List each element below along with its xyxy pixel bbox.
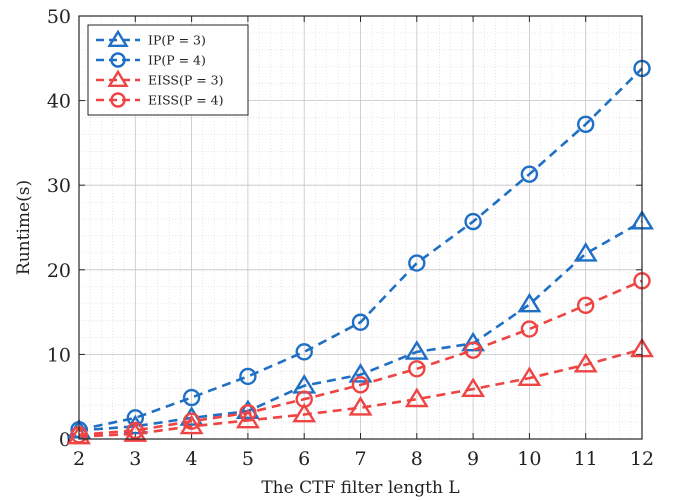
circle-marker (126, 421, 145, 440)
x-tick-label: 4 (186, 448, 198, 470)
triangle-marker (292, 402, 317, 423)
plot-frame (78, 15, 643, 440)
y-tick-label: 50 (47, 6, 71, 28)
legend-item: EISS(P = 3) (96, 69, 224, 88)
x-axis-label: The CTF filter length L (261, 478, 459, 498)
circle-marker (351, 313, 370, 331)
axis-ticks: 2 3 4 5 6 7 8 9 10 11 12 0 10 20 30 40 50 (47, 6, 654, 470)
circle-marker (520, 165, 539, 183)
triangle-marker (107, 29, 129, 48)
legend: IP(P = 3) IP(P = 4) EISS(P = 3) EISS(P = 4) (87, 24, 249, 116)
circle-marker (182, 388, 201, 407)
legend-item: IP(P = 3) (96, 29, 206, 48)
legend-label: EISS(P = 4) (148, 93, 224, 108)
circle-marker (520, 320, 539, 338)
triangle-marker (517, 292, 542, 313)
series-line (78, 279, 643, 437)
triangle-marker (348, 396, 373, 416)
circle-marker (577, 115, 595, 133)
circle-marker (239, 367, 257, 386)
circle-marker (351, 376, 370, 394)
series-line (78, 220, 643, 432)
x-tick-label: 2 (73, 448, 85, 470)
circle-marker (464, 341, 482, 359)
y-tick-label: 20 (47, 260, 71, 282)
y-tick-label: 30 (47, 175, 71, 197)
legend-item: IP(P = 4) (96, 52, 206, 68)
triangle-marker (573, 242, 598, 262)
legend-item: EISS(P = 4) (96, 92, 224, 108)
triangle-marker (179, 414, 204, 435)
triangle-marker (235, 399, 260, 420)
triangle-marker (107, 69, 129, 88)
triangle-marker (573, 352, 598, 373)
triangle-marker (404, 340, 429, 360)
data-series (67, 59, 654, 445)
x-tick-label: 11 (574, 448, 598, 470)
circle-marker (110, 92, 126, 108)
triangle-marker (461, 377, 486, 398)
legend-label: IP(P = 4) (148, 53, 206, 68)
x-tick-label: 10 (517, 448, 541, 470)
y-tick-label: 10 (47, 344, 71, 366)
circle-marker (408, 254, 426, 272)
legend-label: IP(P = 3) (148, 33, 206, 48)
circle-marker (239, 404, 257, 422)
circle-marker (110, 52, 126, 68)
circle-marker (577, 296, 595, 315)
triangle-marker (123, 422, 148, 442)
circle-marker (408, 360, 426, 378)
circle-marker (295, 390, 313, 408)
y-axis-label: Runtime(s) (14, 180, 34, 275)
x-tick-label: 8 (411, 448, 423, 470)
series-2 (70, 59, 651, 439)
circle-marker (464, 212, 482, 231)
triangle-marker (348, 363, 373, 383)
y-tick-label: 0 (59, 429, 71, 451)
x-tick-label: 9 (467, 448, 479, 470)
triangle-marker (461, 331, 486, 352)
x-tick-label: 12 (630, 448, 654, 470)
triangle-marker (404, 387, 429, 408)
circle-marker (295, 343, 313, 361)
x-tick-label: 3 (129, 448, 141, 470)
x-tick-label: 6 (298, 448, 310, 470)
y-tick-label: 40 (47, 91, 71, 113)
triangle-marker (517, 366, 542, 387)
legend-label: EISS(P = 3) (148, 73, 224, 88)
series-line (78, 67, 643, 431)
x-tick-label: 5 (242, 448, 254, 470)
series-3 (67, 337, 654, 445)
series-4 (70, 272, 651, 444)
x-tick-label: 7 (354, 448, 366, 470)
series-line (78, 348, 643, 438)
circle-marker (182, 412, 201, 430)
